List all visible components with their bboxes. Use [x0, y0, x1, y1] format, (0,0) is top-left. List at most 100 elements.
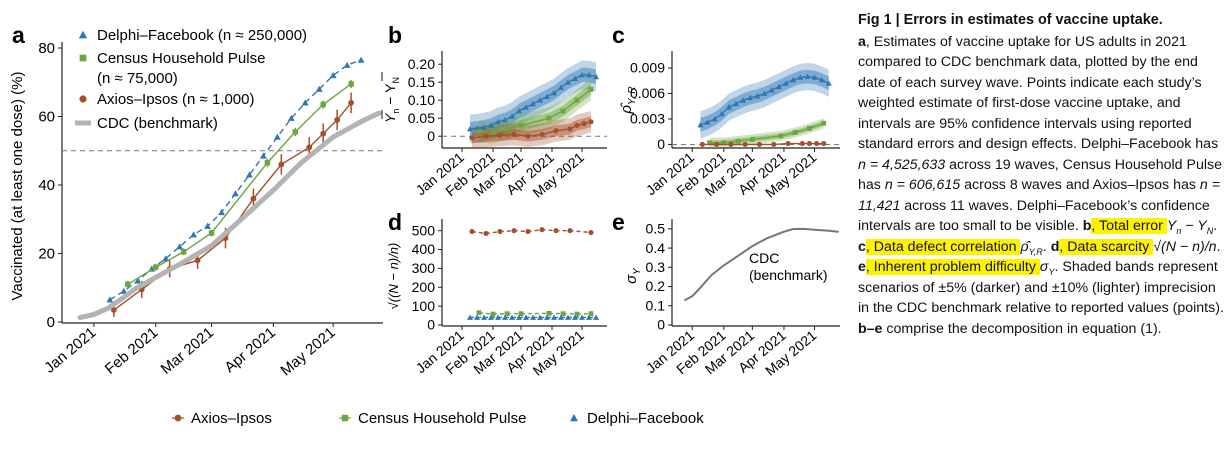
delphi-facebook-point	[488, 122, 494, 128]
axios-ipsos-point	[714, 141, 720, 148]
delphi-facebook-point	[523, 314, 529, 320]
y-tick-label: 0.15	[408, 74, 435, 90]
axios-ipsos-point	[567, 228, 573, 234]
axios-ipsos-point	[525, 229, 531, 235]
axios-ipsos-point	[110, 307, 117, 313]
bottom-legend-delphi-facebook-point	[570, 414, 578, 422]
census-household-pulse-point	[125, 281, 131, 288]
bottom-legend-label: Axios–Ipsos	[191, 410, 272, 427]
axios-ipsos-point	[581, 121, 587, 127]
census-household-pulse-point	[546, 115, 552, 121]
y-tick-label: 0.1	[646, 297, 666, 313]
census-household-pulse-point	[476, 129, 482, 135]
y-tick-label: 0	[657, 136, 665, 152]
axios-ipsos-point	[553, 128, 559, 134]
delphi-facebook-point	[357, 56, 365, 63]
bottom-legend-label: Census Household Pulse	[358, 410, 526, 427]
delphi-facebook-point	[509, 113, 515, 119]
x-tick-label: Feb 2021	[102, 324, 161, 378]
delphi-facebook-point	[558, 314, 564, 320]
delphi-facebook-band-outer	[700, 62, 829, 139]
x-tick-label: Apr 2021	[221, 324, 279, 376]
axios-ipsos-band-outer	[472, 111, 591, 149]
caption-text-2: across 19 waves, Census Household Pulse …	[858, 156, 1222, 194]
delphi-facebook-point	[572, 75, 578, 81]
delphi-facebook-point	[579, 72, 585, 78]
delphi-facebook-point	[537, 314, 543, 320]
legend-label: Census Household Pulse	[97, 50, 265, 67]
census-household-pulse-point	[821, 120, 827, 126]
caption-letter-d: d	[1050, 238, 1060, 255]
caption-letter-c: c	[858, 238, 866, 255]
delphi-facebook-point	[516, 314, 522, 320]
caption-letter-e: e	[858, 259, 866, 275]
census-household-pulse-point	[749, 136, 755, 142]
delphi-facebook-point	[740, 97, 747, 103]
delphi-facebook-point	[565, 314, 571, 320]
delphi-facebook-band-inner	[700, 69, 829, 132]
delphi-facebook-point	[768, 87, 775, 93]
axios-ipsos-line	[471, 229, 592, 235]
delphi-facebook-point	[593, 314, 599, 320]
axios-ipsos-point	[469, 229, 475, 235]
delphi-facebook-point	[516, 108, 522, 114]
census-household-pulse-point	[546, 310, 552, 316]
census-household-pulse-point	[518, 123, 524, 128]
delphi-facebook-point	[825, 80, 832, 86]
delphi-facebook-point	[775, 83, 782, 90]
cdc-benchmark-line	[77, 110, 382, 321]
census-household-pulse-point	[707, 140, 712, 146]
caption-math-e: σY	[1039, 259, 1055, 277]
census-household-pulse-point	[588, 311, 594, 317]
figure-caption: Fig 1 | Errors in estimates of vaccine u…	[858, 10, 1226, 339]
delphi-facebook-point	[797, 74, 804, 80]
axios-ipsos-point	[469, 135, 475, 141]
axios-ipsos-point	[799, 141, 805, 147]
delphi-facebook-point	[509, 314, 515, 320]
delphi-facebook-point	[502, 117, 508, 123]
axios-ipsos-point	[821, 141, 827, 147]
axios-ipsos-point	[320, 130, 327, 137]
delphi-facebook-point	[481, 314, 487, 320]
delphi-facebook-point	[733, 100, 740, 107]
delphi-facebook-point	[467, 126, 473, 132]
annotation-cdc: CDC	[749, 250, 779, 266]
census-household-pulse-point	[320, 101, 326, 108]
caption-n-axios: n = 11,421	[858, 177, 1221, 214]
axios-ipsos-point	[194, 257, 201, 264]
y-tick-label: 300	[412, 260, 436, 276]
axios-ipsos-point	[567, 126, 573, 132]
census-household-pulse-point	[153, 264, 159, 270]
census-household-pulse-point	[588, 87, 594, 92]
delphi-facebook-point	[565, 79, 571, 85]
axios-ipsos-point	[699, 141, 705, 148]
delphi-facebook-point	[273, 133, 281, 140]
x-tick-label: Jan 2021	[41, 324, 99, 377]
delphi-facebook-point	[754, 93, 761, 99]
delphi-facebook-point	[315, 85, 323, 92]
axios-ipsos-point	[785, 141, 791, 147]
y-tick-label: 0	[427, 317, 435, 333]
caption-text-6: comprise the decomposition in equation (…	[882, 320, 1162, 337]
caption-text-1: , Estimates of vaccine uptake for US adu…	[858, 33, 1219, 153]
bottom-legend-label: Delphi–Facebook	[587, 410, 704, 427]
census-household-pulse-point	[490, 130, 496, 135]
delphi-facebook-point	[232, 190, 239, 197]
census-household-pulse-point	[208, 230, 215, 236]
bottom-legend-axios-ipsos-point	[174, 414, 182, 422]
axios-ipsos-point	[306, 144, 313, 151]
delphi-facebook-point	[495, 314, 501, 320]
caption-text-5: Shaded bands represent scenarios of ±5% …	[858, 259, 1224, 316]
caption-n-delphi: n = 4,525,633	[858, 156, 946, 173]
axios-ipsos-point	[539, 131, 545, 137]
axios-ipsos-point	[497, 132, 503, 139]
axios-ipsos-point	[483, 133, 489, 139]
axios-ipsos-point	[574, 122, 580, 128]
delphi-facebook-point	[558, 84, 564, 90]
census-household-pulse-line	[478, 312, 592, 315]
axios-ipsos-point	[588, 229, 594, 236]
